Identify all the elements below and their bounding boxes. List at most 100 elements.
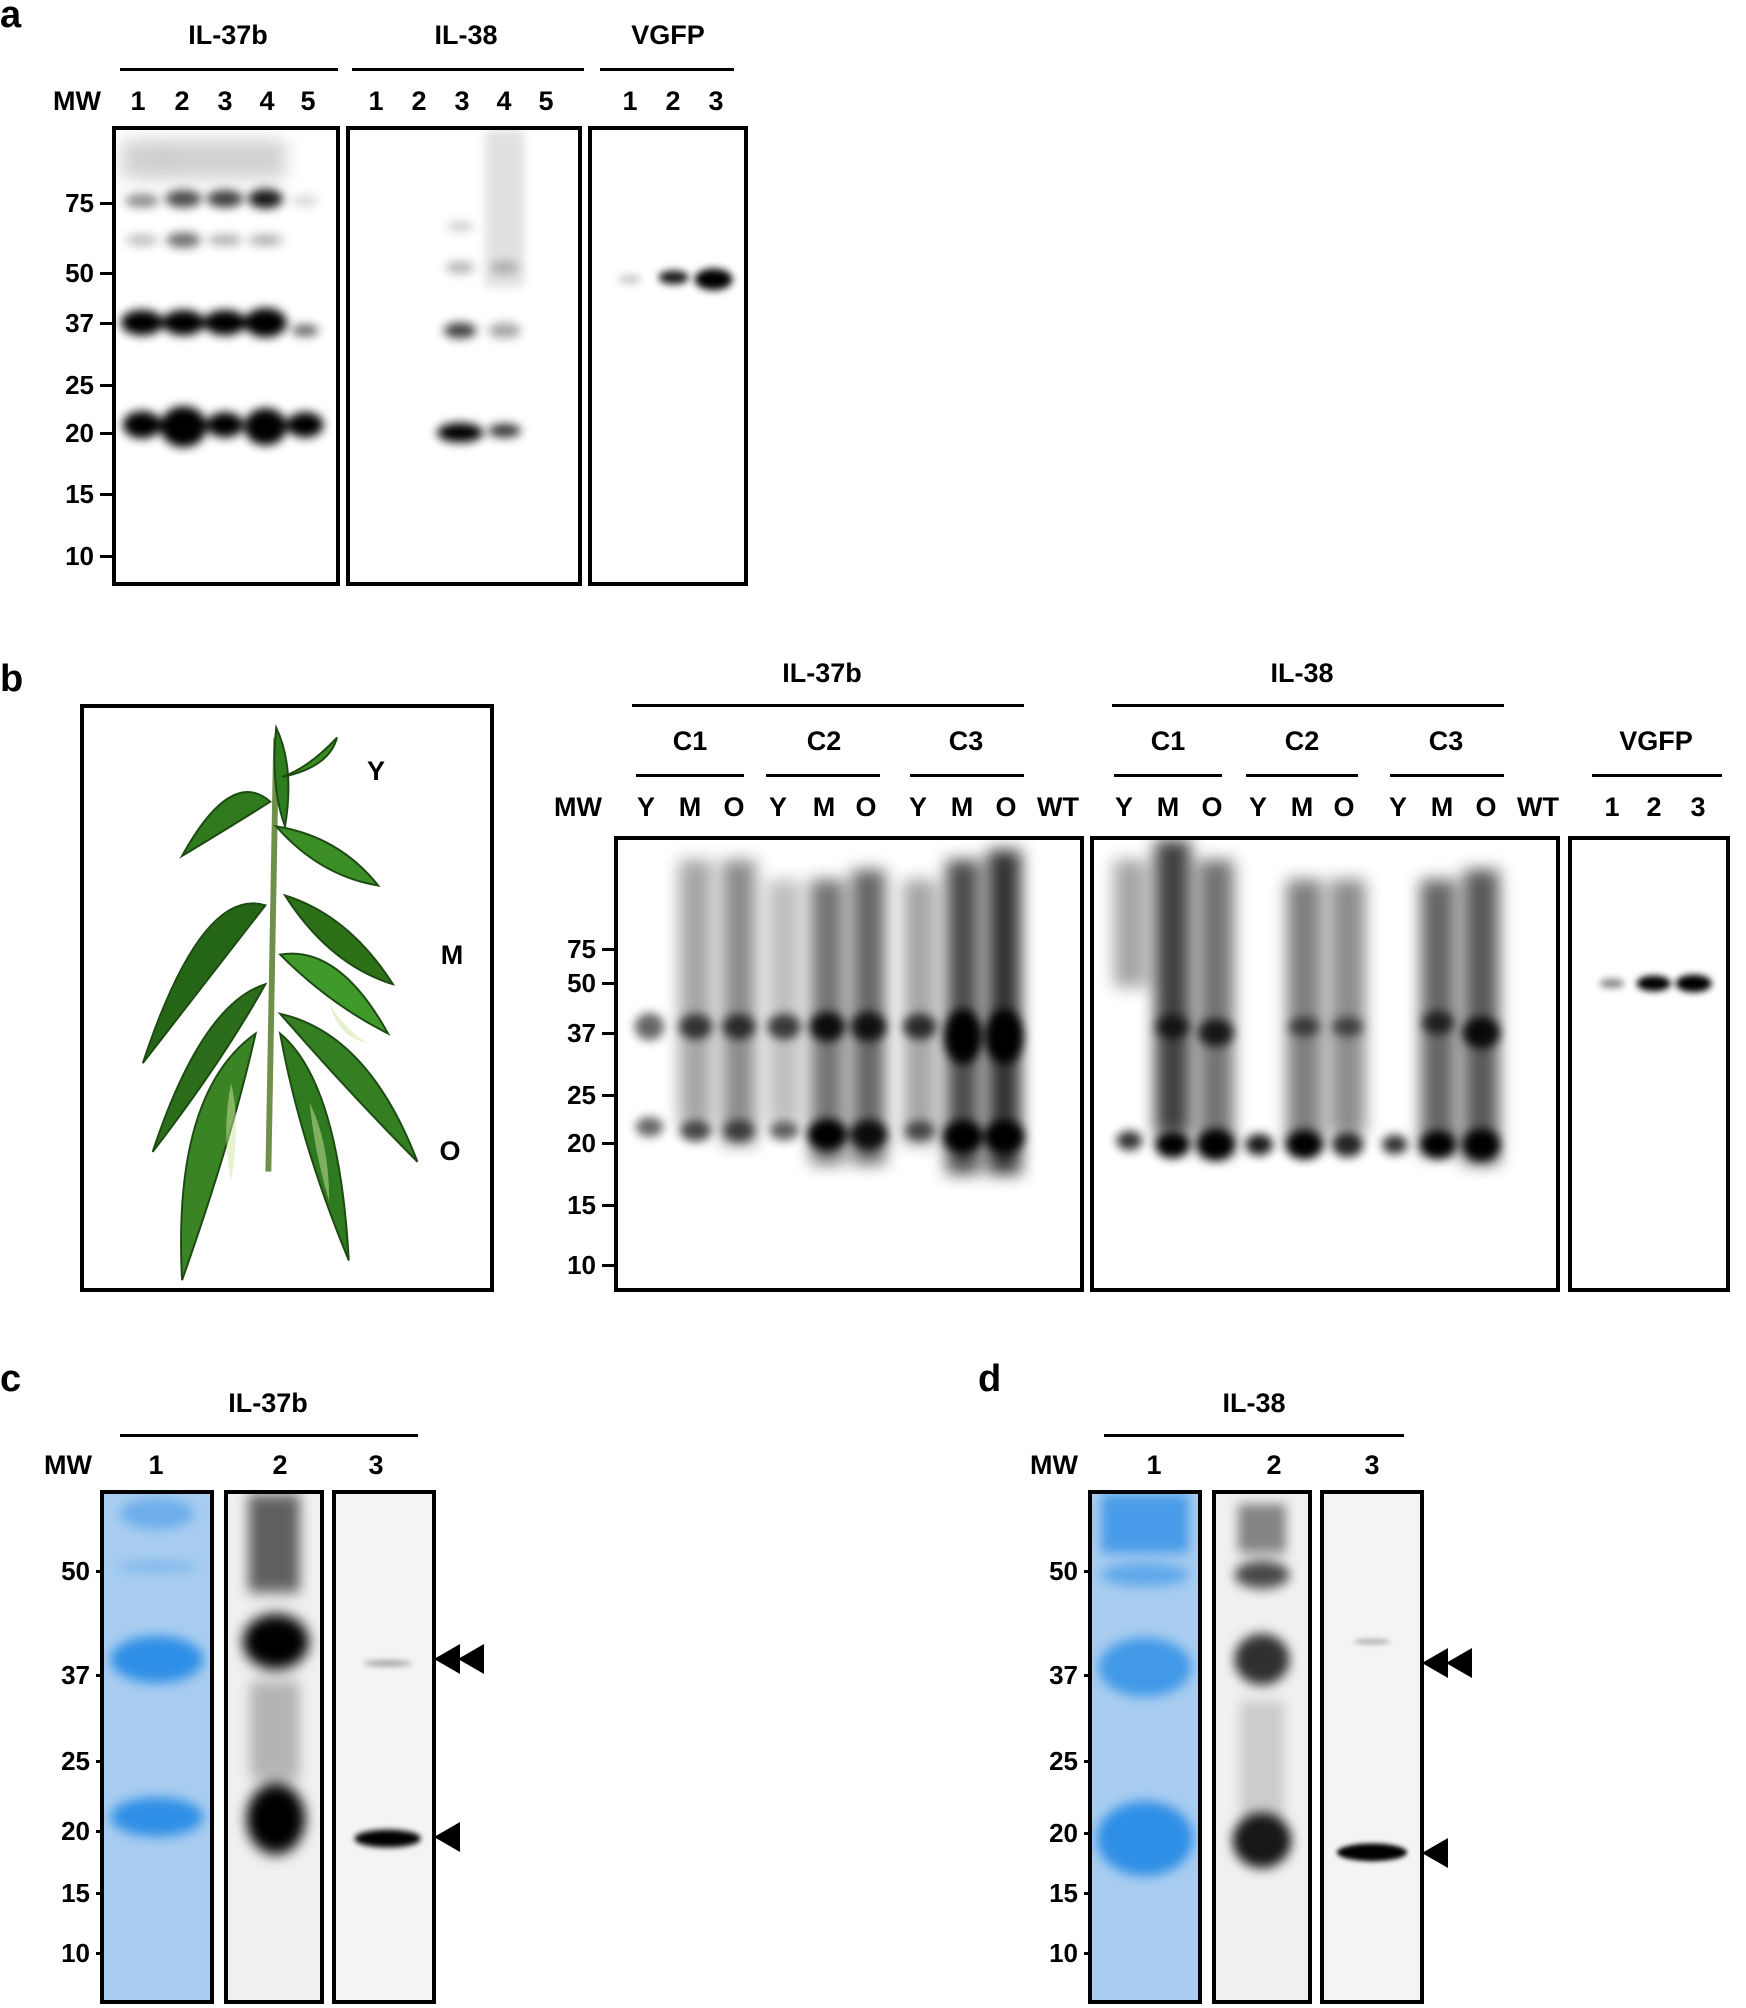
- blot-a-vgfp: [588, 126, 748, 586]
- mw-tick: [100, 555, 114, 558]
- lane-label: O: [995, 792, 1017, 822]
- clone-label: C1: [1150, 726, 1186, 756]
- panel-c-title: IL-37b: [228, 1388, 308, 1418]
- mw-tick: [100, 493, 114, 496]
- blot-a-il38: [346, 126, 582, 586]
- mw-header: MW: [53, 86, 101, 116]
- lane-label: Y: [908, 792, 928, 822]
- panel-b-label: b: [0, 658, 24, 700]
- group-bar: [352, 68, 584, 71]
- double-arrow-icon: [434, 1644, 484, 1674]
- lane-label: M: [678, 792, 702, 822]
- mw-marker: 25: [1049, 1746, 1078, 1776]
- mw-marker: 50: [1049, 1556, 1078, 1586]
- mw-marker: 37: [567, 1018, 596, 1048]
- group-bar: [1592, 774, 1722, 777]
- lane-label: M: [1430, 792, 1454, 822]
- lane-label: Y: [1248, 792, 1268, 822]
- lane-label: 1: [1146, 1450, 1162, 1480]
- group-label-il38: IL-38: [434, 20, 498, 50]
- panel-c-label: c: [0, 1358, 22, 1400]
- mw-tick: [100, 432, 114, 435]
- mw-marker: 10: [65, 541, 94, 571]
- blot-a-il37b: [112, 126, 340, 586]
- lane-label: 5: [300, 86, 316, 116]
- lane-label: M: [1290, 792, 1314, 822]
- plant-label-middle: M: [440, 940, 464, 970]
- mw-marker: 20: [1049, 1818, 1078, 1848]
- lane-label: WT: [1037, 792, 1079, 822]
- mw-marker: 15: [61, 1878, 90, 1908]
- blot-c-lane2: [224, 1490, 324, 2004]
- blot-d-lane3: [1320, 1490, 1424, 2004]
- lane-label: M: [812, 792, 836, 822]
- mw-tick: [602, 1264, 616, 1267]
- mw-tick: [100, 384, 114, 387]
- lane-label: 2: [174, 86, 190, 116]
- clone-bar: [1246, 774, 1358, 777]
- mw-tick: [100, 202, 114, 205]
- mw-marker: 15: [1049, 1878, 1078, 1908]
- group-bar: [1104, 1434, 1404, 1437]
- lane-label: O: [1333, 792, 1355, 822]
- double-arrow-icon: [1422, 1648, 1472, 1678]
- clone-bar: [766, 774, 880, 777]
- blot-d-lane2: [1212, 1490, 1312, 2004]
- lane-label: 2: [1266, 1450, 1282, 1480]
- lane-label: 1: [148, 1450, 164, 1480]
- mw-marker: 37: [1049, 1660, 1078, 1690]
- arrow-icon: [1422, 1838, 1448, 1868]
- mw-tick: [602, 1032, 616, 1035]
- group-label-il38: IL-38: [1270, 658, 1334, 688]
- mw-header: MW: [44, 1450, 92, 1480]
- lane-label: 1: [130, 86, 146, 116]
- mw-header: MW: [554, 792, 602, 822]
- clone-bar: [910, 774, 1024, 777]
- plant-photo: [80, 704, 494, 1292]
- clone-bar: [636, 774, 744, 777]
- group-bar: [632, 704, 1024, 707]
- panel-d-label: d: [978, 1358, 1002, 1400]
- lane-label: 3: [217, 86, 233, 116]
- lane-label: 4: [496, 86, 512, 116]
- mw-marker: 20: [567, 1128, 596, 1158]
- mw-marker: 25: [65, 370, 94, 400]
- mw-tick: [100, 322, 114, 325]
- blot-b-il38: [1090, 836, 1560, 1292]
- lane-label: 3: [454, 86, 470, 116]
- lane-label: WT: [1517, 792, 1559, 822]
- coomassie-lane-d: [1088, 1490, 1202, 2004]
- lane-label: 4: [259, 86, 275, 116]
- mw-marker: 10: [567, 1250, 596, 1280]
- lane-label: O: [1201, 792, 1223, 822]
- lane-label: 2: [272, 1450, 288, 1480]
- group-bar: [120, 68, 338, 71]
- clone-bar: [1390, 774, 1504, 777]
- lane-label: 3: [368, 1450, 384, 1480]
- mw-marker: 25: [567, 1080, 596, 1110]
- clone-label: C3: [948, 726, 984, 756]
- mw-tick: [602, 948, 616, 951]
- group-bar: [1112, 704, 1504, 707]
- mw-marker: 50: [567, 968, 596, 998]
- coomassie-lane-c: [100, 1490, 214, 2004]
- lane-label: M: [1156, 792, 1180, 822]
- clone-label: C1: [672, 726, 708, 756]
- panel-a-label: a: [0, 0, 22, 36]
- lane-label: 1: [622, 86, 638, 116]
- clone-label: C2: [1284, 726, 1320, 756]
- mw-tick: [602, 1094, 616, 1097]
- lane-label: 2: [665, 86, 681, 116]
- mw-header: MW: [1030, 1450, 1078, 1480]
- lane-label: O: [855, 792, 877, 822]
- mw-marker: 10: [61, 1938, 90, 1968]
- group-label-il37b: IL-37b: [188, 20, 268, 50]
- mw-tick: [602, 1204, 616, 1207]
- lane-label: 1: [1604, 792, 1620, 822]
- panel-d-title: IL-38: [1222, 1388, 1286, 1418]
- lane-label: O: [1475, 792, 1497, 822]
- blot-b-il37b: [614, 836, 1084, 1292]
- mw-marker: 20: [61, 1816, 90, 1846]
- plant-label-young: Y: [366, 756, 386, 786]
- mw-marker: 10: [1049, 1938, 1078, 1968]
